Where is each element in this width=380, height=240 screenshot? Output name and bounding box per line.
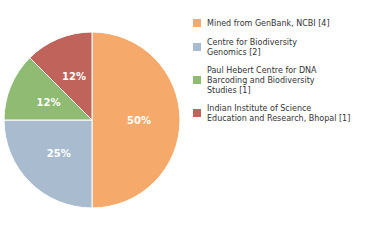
svg-text:Education and Research, Bhopal: Education and Research, Bhopal [1] [207,114,350,123]
svg-text:25%: 25% [47,148,71,159]
svg-text:Genomics [2]: Genomics [2] [207,48,261,57]
svg-text:Indian Institute of Science: Indian Institute of Science [207,104,311,113]
svg-text:Barcoding and Biodiversity: Barcoding and Biodiversity [207,76,315,85]
svg-text:Studies [1]: Studies [1] [207,86,251,95]
svg-text:12%: 12% [37,97,61,108]
svg-text:Paul Hebert Centre for DNA: Paul Hebert Centre for DNA [207,66,317,75]
svg-text:12%: 12% [62,71,86,82]
svg-text:Centre for Biodiversity: Centre for Biodiversity [207,38,297,47]
svg-text:50%: 50% [127,115,151,126]
svg-text:Mined from GenBank, NCBI [4]: Mined from GenBank, NCBI [4] [207,19,330,28]
